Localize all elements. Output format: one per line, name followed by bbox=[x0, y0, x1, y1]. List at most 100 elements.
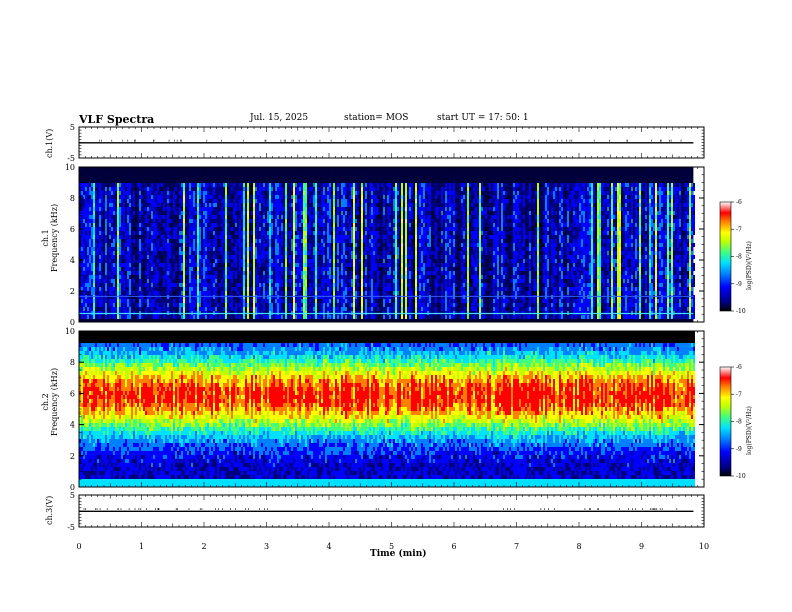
ch1-pixel bbox=[255, 255, 257, 259]
ch1-pixel bbox=[309, 279, 311, 283]
ch1-pixel bbox=[363, 303, 365, 307]
ch1-pixel bbox=[91, 211, 93, 215]
ch1-pixel bbox=[257, 287, 259, 291]
ch1-pixel bbox=[183, 315, 185, 319]
ch1-pixel bbox=[219, 187, 221, 191]
ch1-pixel bbox=[85, 207, 87, 211]
ch1-pixel bbox=[389, 231, 391, 235]
ch1-pixel bbox=[349, 315, 351, 319]
ch1-pixel bbox=[403, 299, 405, 303]
ch1-pixel bbox=[171, 315, 173, 319]
ch1-pixel bbox=[257, 271, 259, 275]
ch1-pixel bbox=[291, 299, 293, 303]
ch1-pixel bbox=[297, 275, 299, 279]
ch1-pixel bbox=[241, 199, 243, 203]
ch1-pixel bbox=[393, 187, 395, 191]
ch1-pixel bbox=[327, 251, 329, 255]
ch1-pixel bbox=[181, 279, 183, 283]
ch1-pixel bbox=[191, 287, 193, 291]
ch1-pixel bbox=[181, 231, 183, 235]
ch1-pixel bbox=[113, 263, 115, 267]
ch1-pixel bbox=[103, 255, 105, 259]
ch1-pixel bbox=[369, 279, 371, 283]
ch1-pixel bbox=[143, 283, 145, 287]
ch1-pixel bbox=[377, 291, 379, 295]
ch1-pixel bbox=[121, 247, 123, 251]
ch1-pixel bbox=[93, 263, 95, 267]
ch1-pixel bbox=[365, 187, 367, 191]
ch1-pixel bbox=[321, 271, 323, 275]
ch1-pixel bbox=[179, 207, 181, 211]
ch1-pixel bbox=[137, 219, 139, 223]
ch1-pixel bbox=[387, 231, 389, 235]
ch1-pixel bbox=[327, 231, 329, 235]
ch1-pixel bbox=[131, 183, 133, 187]
ch1-pixel bbox=[147, 247, 149, 251]
ch1-pixel bbox=[307, 235, 309, 239]
ch1-pixel bbox=[169, 251, 171, 255]
ch1-pixel bbox=[197, 203, 199, 207]
ch1-pixel bbox=[271, 231, 273, 235]
ch1-pixel bbox=[191, 211, 193, 215]
ch1-pixel bbox=[167, 267, 169, 271]
ch1-pixel bbox=[289, 235, 291, 239]
ch1-pixel bbox=[93, 187, 95, 191]
ch1-pixel bbox=[293, 239, 295, 243]
ch1-pixel bbox=[211, 255, 213, 259]
ch1-pixel bbox=[109, 291, 111, 295]
ch1-pixel bbox=[315, 211, 317, 215]
ch1-pixel bbox=[119, 251, 121, 255]
ch1-pixel bbox=[141, 211, 143, 215]
ch1-pixel bbox=[273, 307, 275, 311]
ch1-pixel bbox=[405, 195, 407, 199]
ch1-pixel bbox=[383, 183, 385, 187]
ch1-pixel bbox=[407, 215, 409, 219]
ch1-pixel bbox=[389, 223, 391, 227]
ch1-pixel bbox=[285, 303, 287, 307]
ch1-pixel bbox=[203, 263, 205, 267]
ch1-pixel bbox=[117, 203, 119, 207]
ch1-pixel bbox=[129, 255, 131, 259]
ch1-pixel bbox=[345, 315, 347, 319]
ch1-pixel bbox=[297, 195, 299, 199]
ch1-pixel bbox=[415, 195, 417, 199]
ch1-pixel bbox=[119, 255, 121, 259]
ch1-pixel bbox=[301, 303, 303, 307]
ch1-pixel bbox=[137, 283, 139, 287]
ch1-pixel bbox=[109, 271, 111, 275]
ch1-pixel bbox=[269, 255, 271, 259]
ch1-pixel bbox=[375, 207, 377, 211]
ch1-pixel bbox=[407, 251, 409, 255]
ch1-pixel bbox=[289, 259, 291, 263]
ch1-pixel bbox=[361, 299, 363, 303]
ch1-pixel bbox=[263, 231, 265, 235]
ch1-pixel bbox=[213, 223, 215, 227]
ch1-pixel bbox=[245, 183, 247, 187]
ch1-pixel bbox=[297, 207, 299, 211]
ch1-pixel bbox=[157, 263, 159, 267]
ch1-pixel bbox=[355, 275, 357, 279]
ch1-pixel bbox=[331, 235, 333, 239]
ch1-pixel bbox=[263, 223, 265, 227]
ch1-pixel bbox=[119, 211, 121, 215]
ch1-pixel bbox=[161, 307, 163, 311]
ch1-pixel bbox=[147, 235, 149, 239]
ch1-pixel bbox=[167, 207, 169, 211]
ch1-pixel bbox=[247, 231, 249, 235]
ch1-pixel bbox=[393, 303, 395, 307]
ch1-pixel bbox=[229, 231, 231, 235]
ch1-pixel bbox=[341, 259, 343, 263]
ch1-pixel bbox=[365, 303, 367, 307]
ch1-pixel bbox=[181, 255, 183, 259]
ch1-pixel bbox=[273, 263, 275, 267]
ch1-pixel bbox=[117, 223, 119, 227]
ch1-pixel bbox=[393, 231, 395, 235]
ch1-pixel bbox=[363, 295, 365, 299]
ch1-pixel bbox=[213, 243, 215, 247]
ch1-pixel bbox=[373, 303, 375, 307]
ch1-pixel bbox=[341, 263, 343, 267]
ch1-pixel bbox=[185, 207, 187, 211]
ch1-pixel bbox=[345, 247, 347, 251]
ch1-pixel bbox=[259, 183, 261, 187]
ch1-pixel bbox=[321, 187, 323, 191]
